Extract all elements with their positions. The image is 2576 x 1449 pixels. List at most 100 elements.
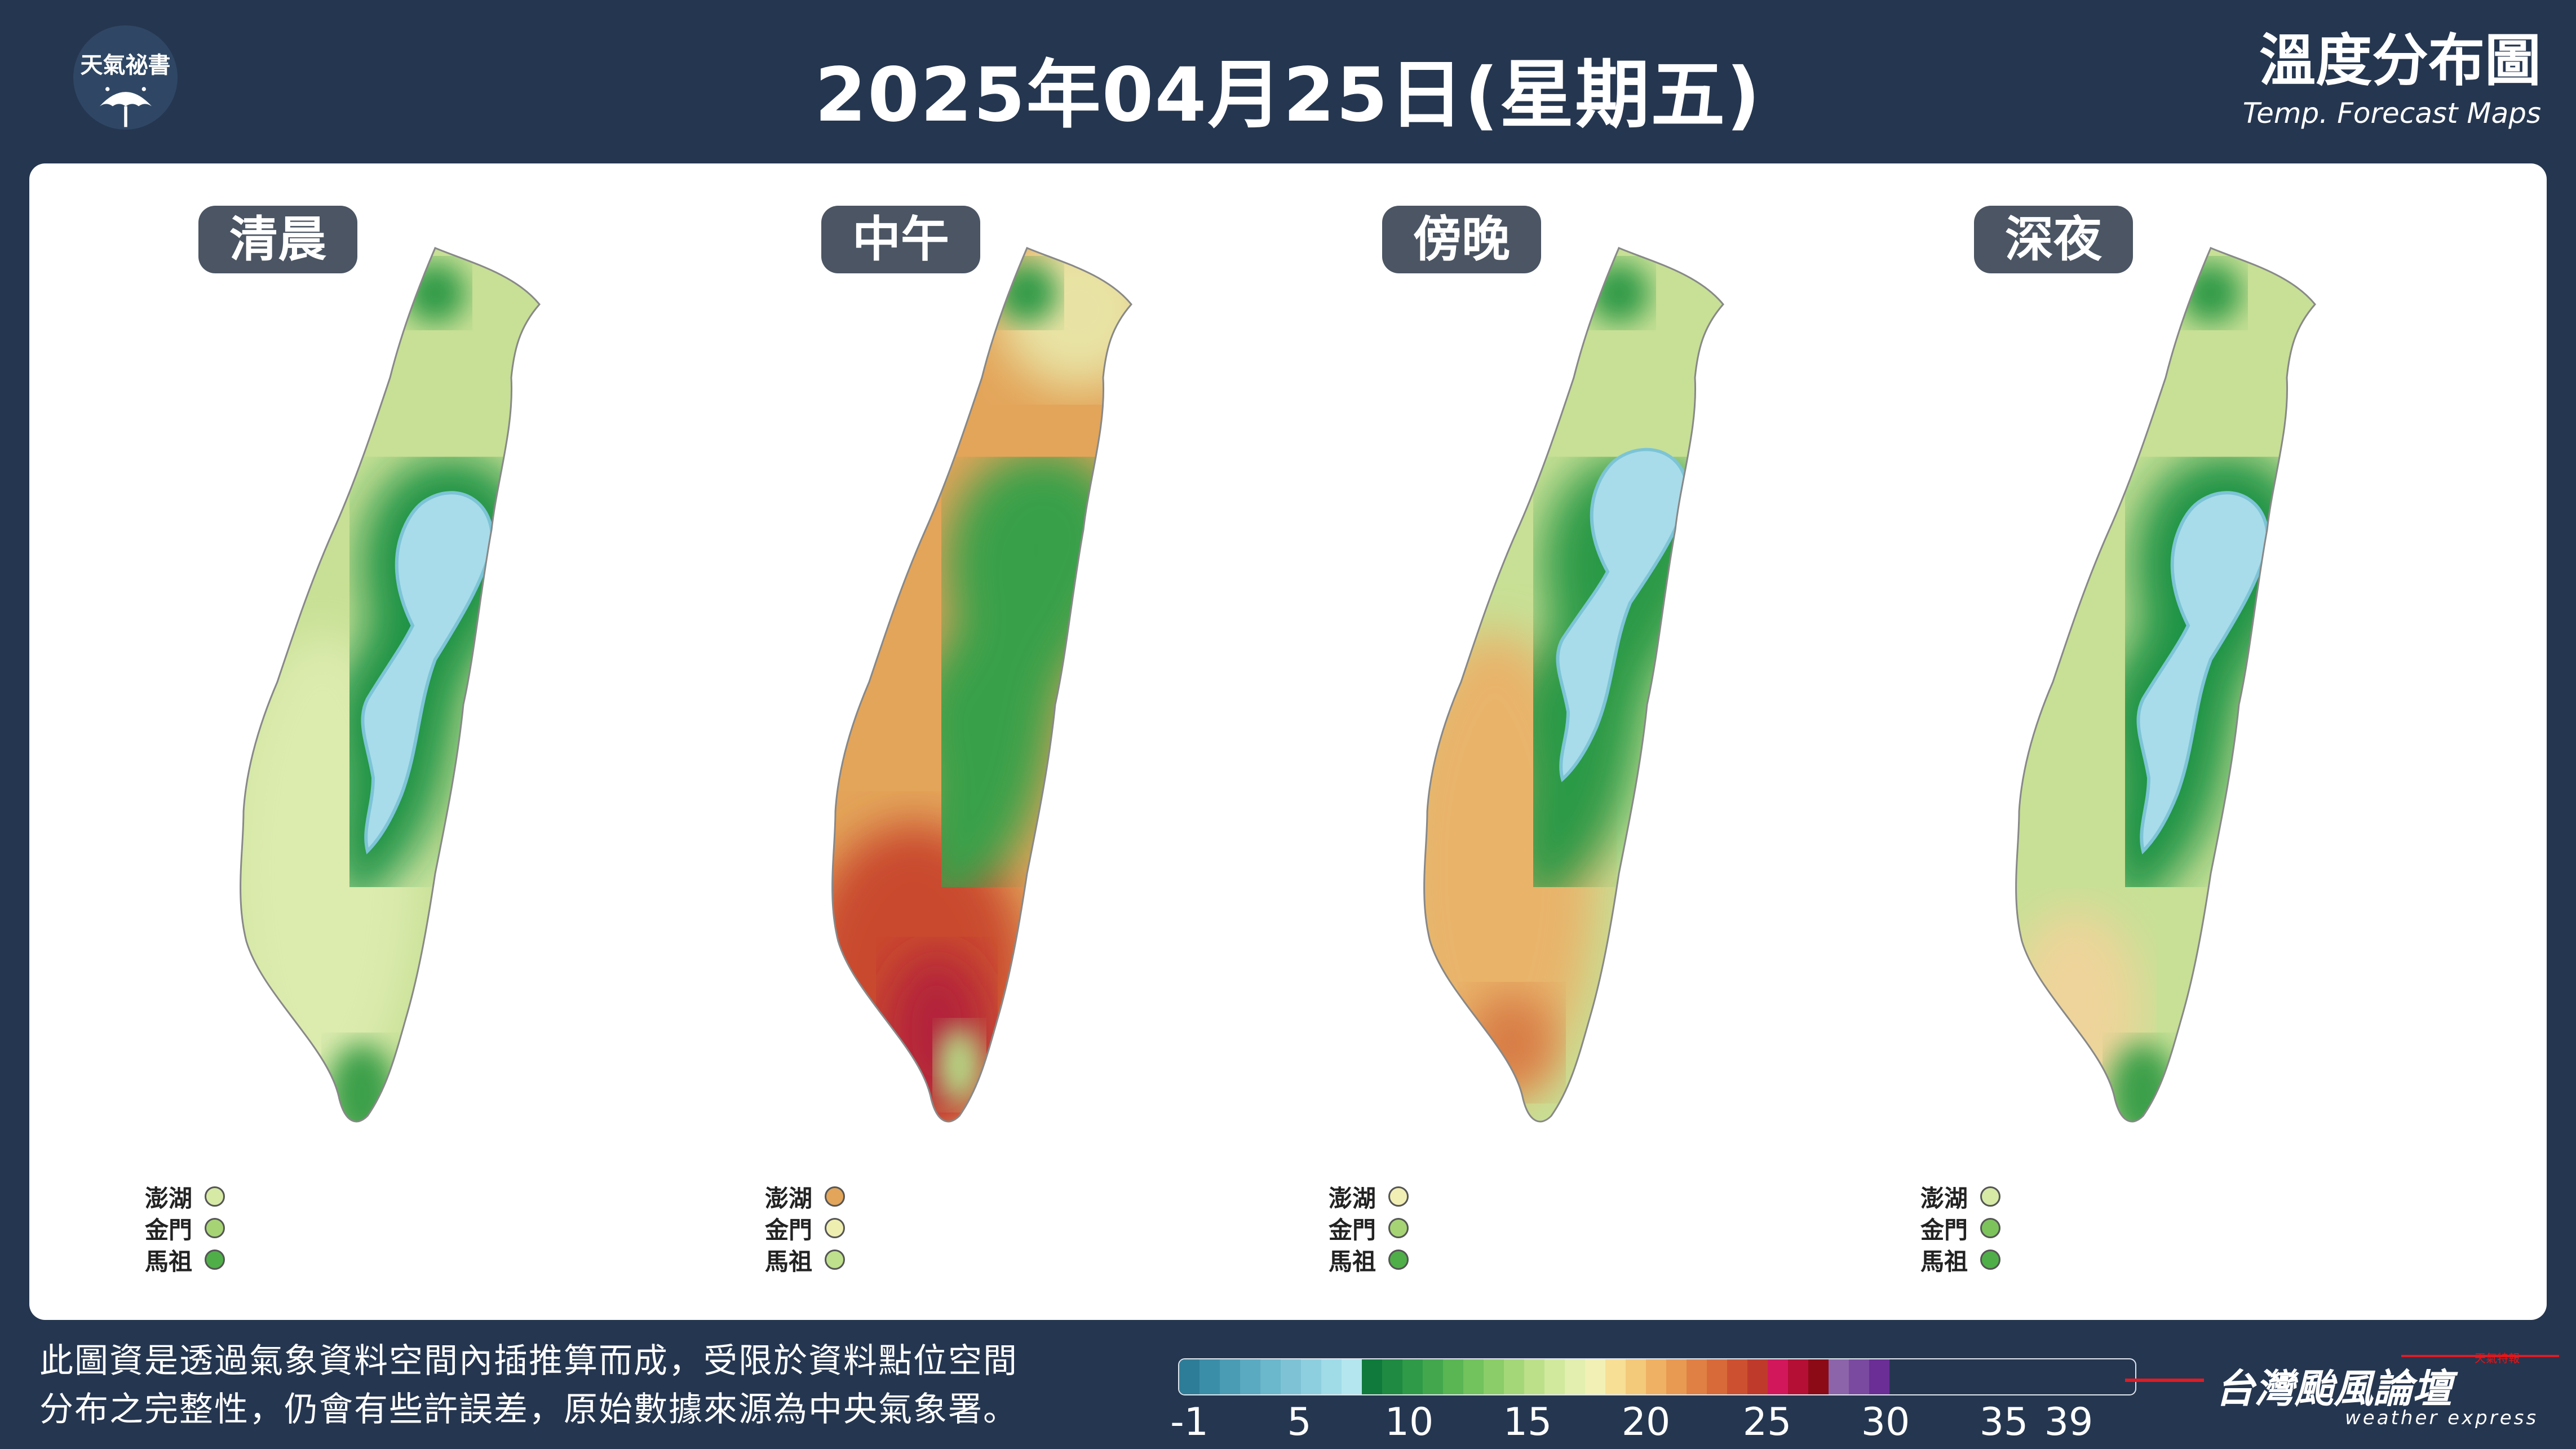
island-dot (205, 1249, 225, 1270)
color-scale-segment (1707, 1359, 1727, 1394)
brand-stripe (2125, 1379, 2204, 1382)
island-kinmen: 金門 (1920, 1212, 2000, 1244)
brand-logo: 天氣祕書 (73, 25, 178, 130)
brand-title: 溫度分布圖 (2259, 28, 2541, 94)
color-scale-segment (1869, 1359, 1889, 1394)
temperature-map-night (2015, 247, 2316, 1123)
color-scale-segment (1605, 1359, 1626, 1394)
outlying-islands-dawn: 澎湖 金門 馬祖 (145, 1181, 225, 1275)
color-scale-segment (1646, 1359, 1666, 1394)
island-penghu: 澎湖 (765, 1181, 845, 1212)
island-matsu: 馬祖 (765, 1244, 845, 1275)
map-dawn: 清晨 澎湖 金門 馬祖 (29, 163, 621, 1320)
island-kinmen: 金門 (145, 1212, 225, 1244)
map-evening: 傍晚 澎湖 金門 馬祖 (1213, 163, 1805, 1320)
island-kinmen: 金門 (1329, 1212, 1409, 1244)
color-scale-segment (1402, 1359, 1423, 1394)
island-dot (205, 1186, 225, 1207)
page-title: 2025年04月25日(星期五) (815, 52, 1761, 139)
outlying-islands-noon: 澎湖 金門 馬祖 (765, 1181, 845, 1275)
color-scale-segment (1362, 1359, 1382, 1394)
island-dot (825, 1186, 845, 1207)
color-scale-tick: 10 (1384, 1400, 1434, 1444)
brand-stripe (2401, 1355, 2559, 1357)
disclaimer-line-1: 此圖資是透過氣象資料空間內插推算而成，受限於資料點位空間 (39, 1341, 1018, 1381)
island-matsu: 馬祖 (145, 1244, 225, 1275)
island-penghu: 澎湖 (1329, 1181, 1409, 1212)
temperature-color-scale: -1 5 10 15 20 25 30 35 39 (1170, 1358, 2136, 1444)
color-scale-segment (1463, 1359, 1484, 1394)
color-scale-segment (1260, 1359, 1281, 1394)
period-label-evening: 傍晚 (1382, 206, 1541, 273)
temperature-map-dawn (240, 247, 541, 1123)
color-scale-segment (1200, 1359, 1220, 1394)
color-scale-segment (1301, 1359, 1321, 1394)
outlying-islands-evening: 澎湖 金門 馬祖 (1329, 1181, 1409, 1275)
color-scale-segment (1382, 1359, 1402, 1394)
outlying-islands-night: 澎湖 金門 馬祖 (1920, 1181, 2000, 1275)
color-scale-segment (1727, 1359, 1747, 1394)
color-scale-tick: 30 (1861, 1400, 1910, 1444)
color-scale-segment (1240, 1359, 1260, 1394)
color-scale-tick: 35 (1979, 1400, 2029, 1444)
color-scale-segment (1321, 1359, 1342, 1394)
color-scale-segment (1626, 1359, 1646, 1394)
island-dot (1388, 1249, 1409, 1270)
island-dot (825, 1249, 845, 1270)
color-scale-segment (1788, 1359, 1808, 1394)
color-scale-tick: 39 (2044, 1400, 2093, 1444)
color-scale-segment (1220, 1359, 1240, 1394)
color-scale-segment (1768, 1359, 1788, 1394)
island-dot (205, 1218, 225, 1238)
brand-tag: 天氣特報 (2475, 1351, 2520, 1365)
map-noon: 中午 澎湖 金門 馬祖 (621, 163, 1213, 1320)
period-label-noon: 中午 (821, 206, 980, 273)
color-scale-segment (1179, 1359, 1200, 1394)
temperature-map-evening (1423, 247, 1724, 1123)
color-scale-segment (1565, 1359, 1585, 1394)
umbrella-icon (99, 87, 152, 127)
island-dot (1388, 1218, 1409, 1238)
color-scale-tick: 25 (1742, 1400, 1792, 1444)
color-scale-segment (1484, 1359, 1504, 1394)
island-matsu: 馬祖 (1920, 1244, 2000, 1275)
disclaimer-line-2: 分布之完整性，仍會有些許誤差，原始數據來源為中央氣象署。 (39, 1390, 1018, 1429)
color-scale-ticks: -1 5 10 15 20 25 30 35 39 (1170, 1395, 2136, 1444)
brand-name: 台灣颱風論壇 (2215, 1366, 2452, 1412)
temperature-map-noon (831, 247, 1132, 1123)
island-penghu: 澎湖 (1920, 1181, 2000, 1212)
brand-subtitle: Temp. Forecast Maps (2242, 97, 2541, 130)
island-dot (1980, 1186, 2000, 1207)
period-label-dawn: 清晨 (198, 206, 357, 273)
island-kinmen: 金門 (765, 1212, 845, 1244)
color-scale-tick: -1 (1170, 1400, 1209, 1444)
color-scale-tick: 15 (1503, 1400, 1552, 1444)
period-label-night: 深夜 (1974, 206, 2133, 273)
color-scale-segment (1747, 1359, 1768, 1394)
island-matsu: 馬祖 (1329, 1244, 1409, 1275)
color-scale-tick: 20 (1621, 1400, 1671, 1444)
color-scale-segment (1829, 1359, 1849, 1394)
color-scale-segment (1585, 1359, 1605, 1394)
color-scale-segment (1443, 1359, 1463, 1394)
brand-sub: weather express (2345, 1407, 2539, 1429)
color-scale-segment (1544, 1359, 1565, 1394)
map-panel: 清晨 澎湖 金門 馬祖 (29, 163, 2547, 1320)
data-disclaimer: 此圖資是透過氣象資料空間內插推算而成，受限於資料點位空間 分布之完整性，仍會有些… (39, 1337, 1161, 1434)
color-scale-segment (1666, 1359, 1687, 1394)
color-scale-tick: 5 (1287, 1400, 1312, 1444)
color-scale-bar (1178, 1358, 2136, 1395)
color-scale-segment (1423, 1359, 1443, 1394)
island-dot (1980, 1218, 2000, 1238)
island-penghu: 澎湖 (145, 1181, 225, 1212)
map-night: 深夜 澎湖 金門 馬祖 (1805, 163, 2397, 1320)
island-dot (825, 1218, 845, 1238)
color-scale-segment (1524, 1359, 1544, 1394)
island-dot (1388, 1186, 1409, 1207)
color-scale-segment (1808, 1359, 1829, 1394)
logo-text: 天氣祕書 (80, 52, 171, 78)
color-scale-segment (1342, 1359, 1362, 1394)
color-scale-segment (1849, 1359, 1869, 1394)
color-scale-segment (1504, 1359, 1524, 1394)
island-dot (1980, 1249, 2000, 1270)
